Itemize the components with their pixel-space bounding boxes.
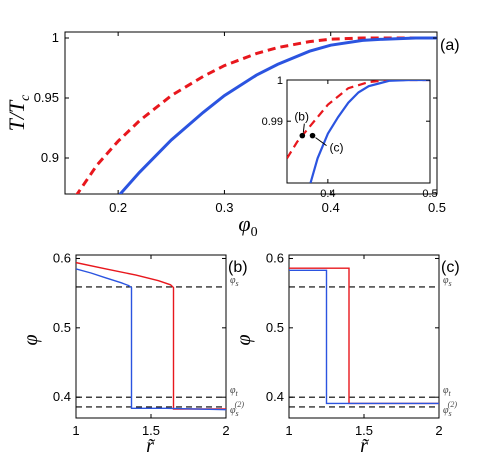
panel-a-xlabel: φ0 (238, 211, 257, 240)
panel-b-xlabel: r̃ (146, 435, 155, 457)
panel-a-series-1 (75, 36, 437, 194)
panel-b-xtick-label: 1 (72, 423, 79, 438)
panel-a-xtick-label: 0.2 (109, 200, 127, 215)
panel-c-series-1 (289, 267, 439, 405)
panel-c-label: (c) (441, 259, 460, 276)
panel-c-hline-label: φt (443, 385, 452, 398)
panel-b-hline-label: φt (230, 385, 239, 398)
inset-xtick-label: 0.4 (320, 188, 335, 200)
panel-c-y-ticks: 0.4 0.5 0.6 (266, 250, 439, 404)
panel-a: 0.2 0.3 0.4 0.5 0.9 0.95 1 (a) φ0 T/Tc 0.4 0.5… (4, 30, 460, 240)
inset-point-pointer (315, 137, 327, 147)
panel-a-frame (64, 31, 438, 195)
inset-series-2 (309, 80, 430, 183)
panel-c-ytick-label: 0.4 (266, 389, 284, 404)
panel-c-ytick-label: 0.6 (266, 250, 284, 265)
panel-c-x-ticks: 1 1.5 2 (285, 255, 443, 438)
inset-xtick-label: 0.5 (422, 188, 437, 200)
panel-c-hline-label: φs(2) (443, 400, 457, 418)
inset-points: (b) (c) (294, 110, 343, 155)
inset-point-label: (b) (294, 110, 309, 124)
panel-b-ytick-label: 0.4 (53, 389, 71, 404)
inset-x-ticks: 0.4 0.5 (320, 80, 438, 200)
panel-c-reference-lines: φs φt φs(2) (289, 275, 457, 418)
panel-c-xlabel: r̃ (360, 435, 369, 457)
panel-a-ylabel: T/Tc (4, 94, 33, 132)
inset-point-2 (309, 132, 316, 139)
panel-a-label: (a) (440, 37, 460, 54)
panel-b-ytick-label: 0.5 (53, 320, 71, 335)
inset-y-ticks: 0.99 1 (262, 75, 430, 128)
panel-a-xtick-label: 0.4 (322, 200, 340, 215)
panel-a-xtick-label: 0.5 (428, 200, 446, 215)
panel-b-label: (b) (228, 259, 248, 276)
panel-a-ytick-label: 0.95 (34, 90, 59, 105)
panel-b-reference-lines: φs φt φs(2) (76, 275, 244, 418)
panel-a-curves (75, 36, 437, 194)
panel-a-ytick-label: 1 (52, 30, 59, 45)
panel-c-ytick-label: 0.5 (266, 320, 284, 335)
panel-c-frame (288, 254, 440, 419)
panel-c-xtick-label: 1.5 (355, 423, 373, 438)
panel-b-curves (76, 261, 226, 411)
panel-b-x-ticks: 1 1.5 2 (72, 255, 230, 438)
panel-b-xtick-label: 2 (222, 423, 229, 438)
panel-c-curves (289, 267, 439, 405)
inset-point-1 (299, 132, 306, 139)
inset-point-pointer (302, 123, 305, 133)
inset-ytick-label: 1 (277, 75, 283, 87)
inset-frame (286, 79, 431, 184)
panel-b-ylabel: φ (20, 334, 42, 345)
panel-b-hline-label: φs (230, 275, 239, 288)
panel-a-ytick-label: 0.9 (41, 150, 59, 165)
panel-b-ytick-label: 0.6 (53, 250, 71, 265)
panel-b-hline-label: φs(2) (230, 400, 244, 418)
panel-a-xtick-label: 0.3 (215, 200, 233, 215)
panel-b-series-1 (76, 261, 226, 410)
panel-c-xtick-label: 2 (435, 423, 442, 438)
inset-point-label: (c) (330, 141, 344, 155)
panel-c-series-2 (289, 269, 439, 405)
panel-a-x-ticks: 0.2 0.3 0.4 0.5 (109, 32, 446, 215)
panel-c-ylabel: φ (233, 334, 255, 345)
panel-b-series-2 (76, 268, 226, 411)
panel-a-series-2 (118, 36, 437, 194)
inset: 0.4 0.5 0.99 1 (b) (c) (262, 75, 438, 200)
panel-a-y-ticks: 0.9 0.95 1 (34, 30, 437, 165)
panel-c-xtick-label: 1 (285, 423, 292, 438)
inset-ytick-label: 0.99 (262, 116, 283, 128)
panel-b-y-ticks: 0.4 0.5 0.6 (53, 250, 226, 404)
panel-c-hline-label: φs (443, 275, 452, 288)
panel-b-xtick-label: 1.5 (142, 423, 160, 438)
